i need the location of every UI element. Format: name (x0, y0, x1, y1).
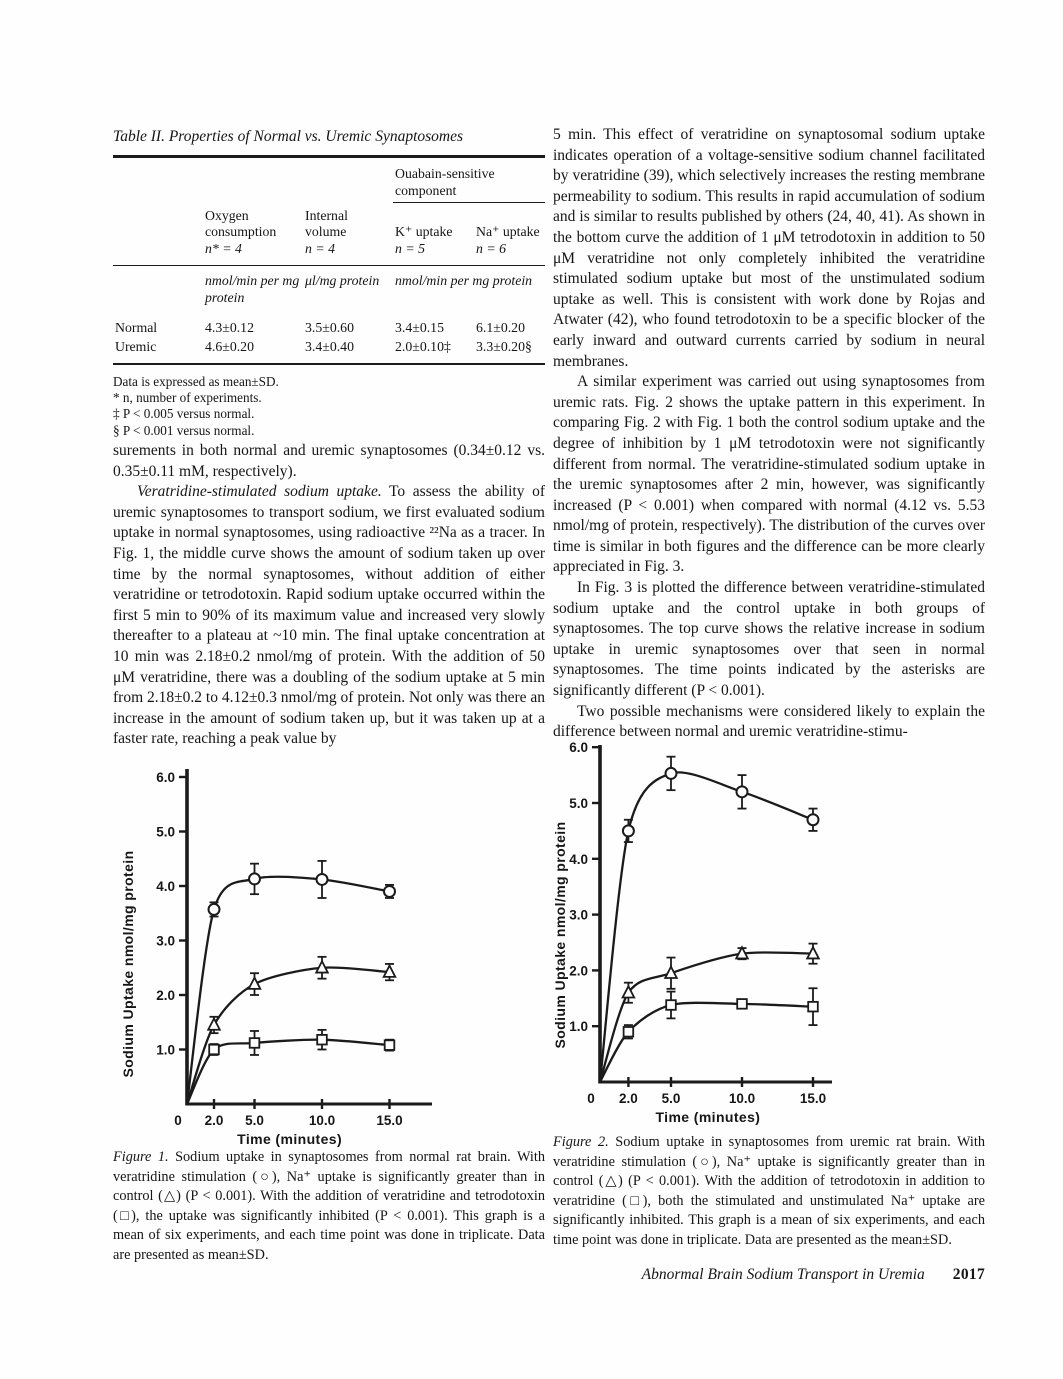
svg-text:1.0: 1.0 (569, 1019, 588, 1034)
series-veratridine (185, 860, 396, 1105)
svg-text:0: 0 (587, 1091, 595, 1106)
col-header-k-uptake: K⁺ uptake n = 5 (393, 202, 474, 266)
svg-text:4.0: 4.0 (569, 852, 588, 867)
circle-marker (806, 813, 820, 827)
series-control (185, 955, 397, 1105)
triangle-marker (663, 964, 679, 979)
paragraph: Veratridine-stimulated sodium uptake. To… (113, 483, 546, 748)
col-header-volume: Internal volume n = 4 (303, 202, 393, 266)
page-footer: Abnormal Brain Sodium Transport in Uremi… (553, 1266, 985, 1284)
figure1-label: Figure 1. (113, 1149, 169, 1165)
footnote-p001: § P < 0.001 versus normal. (113, 422, 255, 438)
right-text-block: 5 min. This effect of veratridine on syn… (553, 125, 985, 743)
svg-text:6.0: 6.0 (569, 740, 588, 755)
svg-text:4.0: 4.0 (156, 879, 175, 894)
svg-text:2.0: 2.0 (569, 963, 588, 978)
circle-marker (207, 902, 221, 916)
svg-text:5.0: 5.0 (156, 825, 175, 840)
footnote-mean-sd: Data is expressed as mean±SD. (113, 374, 279, 389)
svg-text:5.0: 5.0 (245, 1113, 264, 1128)
table-spanner-label: Ouabain-sensitive component (393, 156, 545, 203)
square-marker (807, 1000, 819, 1013)
circle-marker (621, 824, 635, 838)
svg-text:6.0: 6.0 (156, 770, 175, 785)
y-axis-label: Sodium Uptake nmol/mg protein (120, 850, 136, 1077)
unit-oxygen: nmol/min per mg protein (205, 273, 300, 305)
series-tetrodotoxin-plus-veratridine (598, 987, 819, 1083)
table-units-row: nmol/min per mg protein μl/mg protein nm… (113, 266, 545, 319)
square-marker (248, 1037, 261, 1049)
right-column: 5 min. This effect of veratridine on syn… (553, 0, 985, 1379)
table-2-block: Table II. Properties of Normal vs. Uremi… (113, 128, 545, 439)
triangle-marker (247, 975, 262, 990)
left-column: Table II. Properties of Normal vs. Uremi… (113, 0, 545, 1379)
y-axis-label: Sodium Uptake nmol/mg protein (553, 821, 568, 1048)
paragraph: surements in both normal and uremic syna… (113, 442, 545, 480)
square-marker (208, 1043, 220, 1056)
square-marker (622, 1026, 635, 1038)
footnote-p005: ‡ P < 0.005 versus normal. (113, 406, 255, 422)
series-control (598, 942, 821, 1083)
footnote-n: * n, number of experiments. (113, 390, 262, 406)
figure1-chart: 1.0 2.0 3.0 4.0 5.0 6.0 0 2.0 5.0 10.0 15.0 Time (m… (120, 769, 432, 1147)
col-header-na-uptake: Na⁺ uptake n = 6 (474, 202, 545, 266)
svg-text:2.0: 2.0 (619, 1091, 638, 1106)
svg-text:15.0: 15.0 (800, 1091, 826, 1106)
left-text-block: surements in both normal and uremic syna… (113, 441, 545, 750)
circle-marker (735, 785, 749, 799)
table-spanner-row: Ouabain-sensitive component (113, 156, 545, 203)
figure1-caption: Figure 1. Sodium uptake in synaptosomes … (113, 1149, 545, 1263)
series-veratridine (598, 755, 820, 1083)
triangle-marker (382, 963, 397, 978)
unit-volume: μl/mg protein (305, 273, 380, 288)
figure2-label: Figure 2. (553, 1134, 609, 1150)
triangle-marker (206, 1016, 222, 1031)
figure2-caption: Figure 2. Sodium uptake in synaptosomes … (553, 1134, 985, 1248)
section-lead: Veratridine-stimulated sodium uptake. (137, 483, 382, 501)
paragraph: Two possible mechanisms were considered … (553, 702, 985, 741)
circle-marker (315, 872, 329, 886)
table-row-normal: Normal 4.3±0.12 3.5±0.60 3.4±0.15 6.1±0.… (115, 320, 525, 335)
unit-shared: nmol/min per mg protein (395, 273, 533, 288)
square-marker (665, 999, 677, 1011)
table-2: Ouabain-sensitive component Oxygen consu… (113, 155, 545, 365)
svg-text:0: 0 (174, 1113, 182, 1128)
svg-text:10.0: 10.0 (309, 1113, 335, 1128)
triangle-marker (734, 945, 750, 960)
svg-text:2.0: 2.0 (156, 988, 175, 1003)
x-axis-label: Time (minutes) (655, 1109, 760, 1125)
table-title: Table II. Properties of Normal vs. Uremi… (113, 128, 464, 145)
triangle-marker (314, 959, 330, 974)
svg-text:5.0: 5.0 (569, 796, 588, 811)
square-marker (736, 998, 748, 1010)
table-row-uremic: Uremic 4.6±0.20 3.4±0.40 2.0±0.10‡ 3.3±0… (113, 336, 545, 365)
svg-text:3.0: 3.0 (569, 908, 588, 923)
page-number: 2017 (952, 1266, 985, 1283)
circle-marker (664, 766, 678, 780)
paragraph: In Fig. 3 is plotted the difference betw… (553, 579, 985, 700)
x-axis-label: Time (minutes) (237, 1131, 342, 1147)
running-title: Abnormal Brain Sodium Transport in Uremi… (641, 1266, 925, 1283)
figure2-chart: 1.0 2.0 3.0 4.0 5.0 6.0 0 2.0 5.0 10.0 15.0 Time (m… (553, 740, 832, 1125)
svg-text:5.0: 5.0 (662, 1091, 681, 1106)
triangle-marker (805, 945, 821, 960)
square-marker (316, 1033, 328, 1046)
table-footnotes: Data is expressed as mean±SD. * n, numbe… (113, 374, 545, 439)
col-header-oxygen: Oxygen consumption n* = 4 (203, 202, 303, 266)
paragraph: A similar experiment was carried out usi… (553, 373, 985, 576)
circle-marker (248, 872, 261, 886)
table-header-row: Oxygen consumption n* = 4 Internal volum… (113, 202, 545, 266)
svg-text:1.0: 1.0 (156, 1043, 175, 1058)
svg-text:3.0: 3.0 (156, 934, 175, 949)
svg-text:10.0: 10.0 (729, 1091, 755, 1106)
paragraph: 5 min. This effect of veratridine on syn… (553, 126, 985, 370)
svg-text:2.0: 2.0 (205, 1113, 224, 1128)
series-veratridine-plus-tetrodotoxin (185, 1028, 396, 1105)
triangle-marker (621, 984, 636, 999)
circle-marker (383, 884, 396, 898)
svg-text:15.0: 15.0 (376, 1113, 402, 1128)
square-marker (383, 1039, 396, 1051)
